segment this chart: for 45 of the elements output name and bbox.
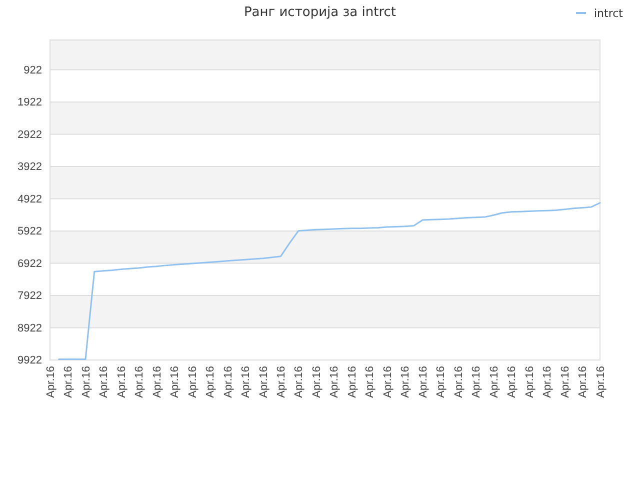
y-tick-label: 922 [24,64,42,76]
x-tick-label: Apr.16 [169,366,182,398]
x-tick-label: Apr.16 [435,366,448,398]
x-tick-label: Apr.16 [151,366,164,398]
y-tick-label: 8922 [18,322,42,334]
x-tick-label: Apr.16 [310,366,323,398]
x-tick-label: Apr.16 [240,366,252,398]
x-tick-label: Apr.16 [400,366,412,398]
x-tick-label: Apr.16 [542,366,554,398]
y-tick-label: 9922 [18,354,42,367]
x-tick-label: Apr.16 [559,366,572,398]
x-tick-label: Apr.16 [346,366,358,398]
x-tick-label: Apr.16 [488,366,500,398]
x-tick-label: Apr.16 [258,366,270,398]
x-tick-label: Apr.16 [328,366,341,398]
x-tick-label: Apr.16 [62,366,75,398]
y-tick-label: 6922 [18,258,42,270]
x-tick-label: Apr.16 [98,366,110,398]
y-tick-label: 1922 [18,96,42,109]
x-tick-label: Apr.16 [186,366,199,398]
x-tick-label: Apr.16 [80,366,92,398]
chart-title: Ранг историја за intrct [244,5,396,20]
x-tick-label: Apr.16 [470,366,483,398]
x-tick-label: Apr.16 [44,366,57,398]
y-tick-label: 3922 [18,161,42,174]
x-tick-label: Apr.16 [204,366,217,398]
line-series [58,202,601,360]
x-tick-label: Apr.16 [417,366,430,398]
legend-label: intrct [594,7,624,20]
x-tick-label: Apr.16 [134,366,146,398]
x-tick-label: Apr.16 [382,366,394,398]
x-tick-label: Apr.16 [506,366,518,398]
x-tick-label: Apr.16 [364,366,376,398]
y-tick-label: 5922 [18,226,42,238]
x-tick-label: Apr.16 [293,366,306,398]
x-tick-label: Apr.16 [594,366,607,398]
x-tick-label: Apr.16 [452,366,465,398]
x-tick-label: Apr.16 [275,366,288,398]
x-tick-label: Apr.16 [524,366,536,398]
x-tick-label: Apr.16 [116,366,128,398]
y-tick-label: 7922 [18,290,42,302]
x-tick-label: Apr.16 [222,366,234,398]
x-tick-label: Apr.16 [577,366,590,398]
y-tick-label: 4922 [18,193,42,206]
y-tick-label: 2922 [18,128,42,141]
